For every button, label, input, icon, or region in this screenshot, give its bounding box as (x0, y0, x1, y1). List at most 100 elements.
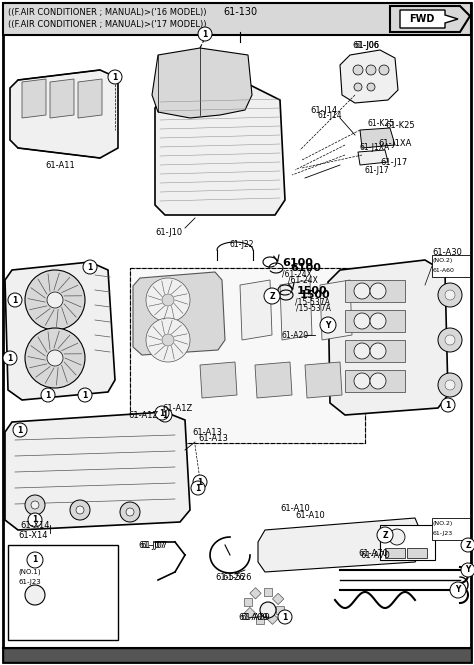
Bar (3, 3, 471, 35)
Polygon shape (200, 362, 237, 398)
Text: 1: 1 (12, 295, 18, 305)
Text: 61-J23: 61-J23 (433, 531, 453, 535)
Text: 61-J17: 61-J17 (380, 158, 407, 166)
Circle shape (25, 585, 45, 605)
Bar (432, 255, 470, 277)
Text: 61-J10: 61-J10 (155, 227, 182, 237)
Text: 61-A20: 61-A20 (282, 331, 309, 340)
Polygon shape (240, 280, 272, 340)
Bar (380, 525, 435, 560)
Text: 6100: 6100 (282, 258, 313, 268)
Text: 61-A70: 61-A70 (358, 549, 388, 557)
Text: 61-J17: 61-J17 (365, 166, 390, 174)
Circle shape (146, 278, 190, 322)
Text: 6100: 6100 (290, 263, 321, 273)
Circle shape (27, 552, 43, 568)
Text: 1: 1 (112, 72, 118, 82)
Bar (264, 588, 272, 596)
Bar (345, 310, 405, 332)
Text: 61-A11: 61-A11 (45, 160, 75, 170)
Bar (250, 588, 261, 599)
Polygon shape (255, 362, 292, 398)
Bar (130, 268, 365, 443)
Bar (432, 518, 470, 540)
Polygon shape (50, 79, 74, 118)
Bar (267, 613, 278, 624)
Circle shape (354, 343, 370, 359)
Circle shape (370, 313, 386, 329)
Circle shape (76, 506, 84, 514)
Polygon shape (258, 518, 420, 572)
Circle shape (450, 582, 466, 598)
Polygon shape (328, 260, 448, 415)
Circle shape (367, 83, 375, 91)
Text: 61-130: 61-130 (223, 7, 257, 17)
Text: 61-J14: 61-J14 (310, 106, 337, 114)
Text: 1: 1 (32, 555, 37, 565)
Text: Z: Z (382, 531, 388, 539)
Polygon shape (152, 48, 252, 118)
Circle shape (354, 83, 362, 91)
Bar (256, 616, 264, 624)
Circle shape (445, 380, 455, 390)
Circle shape (146, 318, 190, 362)
Text: 1500: 1500 (300, 290, 331, 300)
Bar (345, 340, 405, 362)
Circle shape (377, 527, 393, 543)
Polygon shape (133, 272, 225, 355)
Circle shape (191, 481, 205, 495)
Text: 61-A09: 61-A09 (238, 614, 268, 622)
Circle shape (264, 288, 280, 304)
Text: (NO.2): (NO.2) (433, 257, 453, 263)
Text: 61-A09: 61-A09 (240, 614, 270, 622)
Circle shape (370, 343, 386, 359)
Text: Z: Z (269, 291, 275, 301)
Text: 61-A30: 61-A30 (432, 247, 462, 257)
Circle shape (8, 293, 22, 307)
Bar (244, 598, 252, 606)
Text: 61-K25: 61-K25 (368, 118, 395, 128)
Circle shape (353, 65, 363, 75)
Circle shape (198, 27, 212, 41)
Bar (273, 593, 284, 604)
Text: /15-537A: /15-537A (296, 303, 331, 313)
Text: 61-K25: 61-K25 (385, 120, 415, 130)
Circle shape (370, 373, 386, 389)
Text: 61-526: 61-526 (215, 573, 245, 583)
Bar (276, 606, 284, 614)
Circle shape (31, 501, 39, 509)
Text: 61-J07: 61-J07 (138, 541, 165, 549)
Text: 1: 1 (18, 426, 23, 434)
Circle shape (126, 508, 134, 516)
Text: (NO.2): (NO.2) (433, 521, 453, 525)
Polygon shape (22, 79, 46, 118)
Text: 1: 1 (46, 390, 51, 400)
Polygon shape (358, 150, 388, 165)
Text: 61-J14: 61-J14 (318, 110, 343, 120)
Circle shape (438, 328, 462, 352)
Circle shape (25, 270, 85, 330)
Circle shape (78, 388, 92, 402)
Bar (8, 545, 118, 640)
Text: 1500: 1500 (297, 286, 328, 296)
Bar (385, 548, 405, 558)
Circle shape (461, 563, 474, 577)
Text: 61-A70: 61-A70 (360, 551, 390, 559)
Text: 61-J23: 61-J23 (18, 579, 41, 585)
Circle shape (70, 500, 90, 520)
Circle shape (278, 610, 292, 624)
Polygon shape (340, 50, 398, 103)
Text: 1: 1 (82, 390, 88, 400)
Polygon shape (320, 280, 352, 340)
Circle shape (389, 529, 405, 545)
Text: 61-J06: 61-J06 (355, 41, 380, 49)
Text: 61-A13: 61-A13 (192, 428, 222, 436)
Text: 1: 1 (446, 400, 451, 410)
Text: /61-24X: /61-24X (282, 269, 312, 279)
Circle shape (25, 328, 85, 388)
Polygon shape (360, 128, 395, 148)
Text: 61-A1Z: 61-A1Z (162, 404, 192, 412)
Circle shape (158, 408, 172, 422)
Text: 61-A60: 61-A60 (433, 267, 455, 273)
Bar (130, 268, 365, 443)
